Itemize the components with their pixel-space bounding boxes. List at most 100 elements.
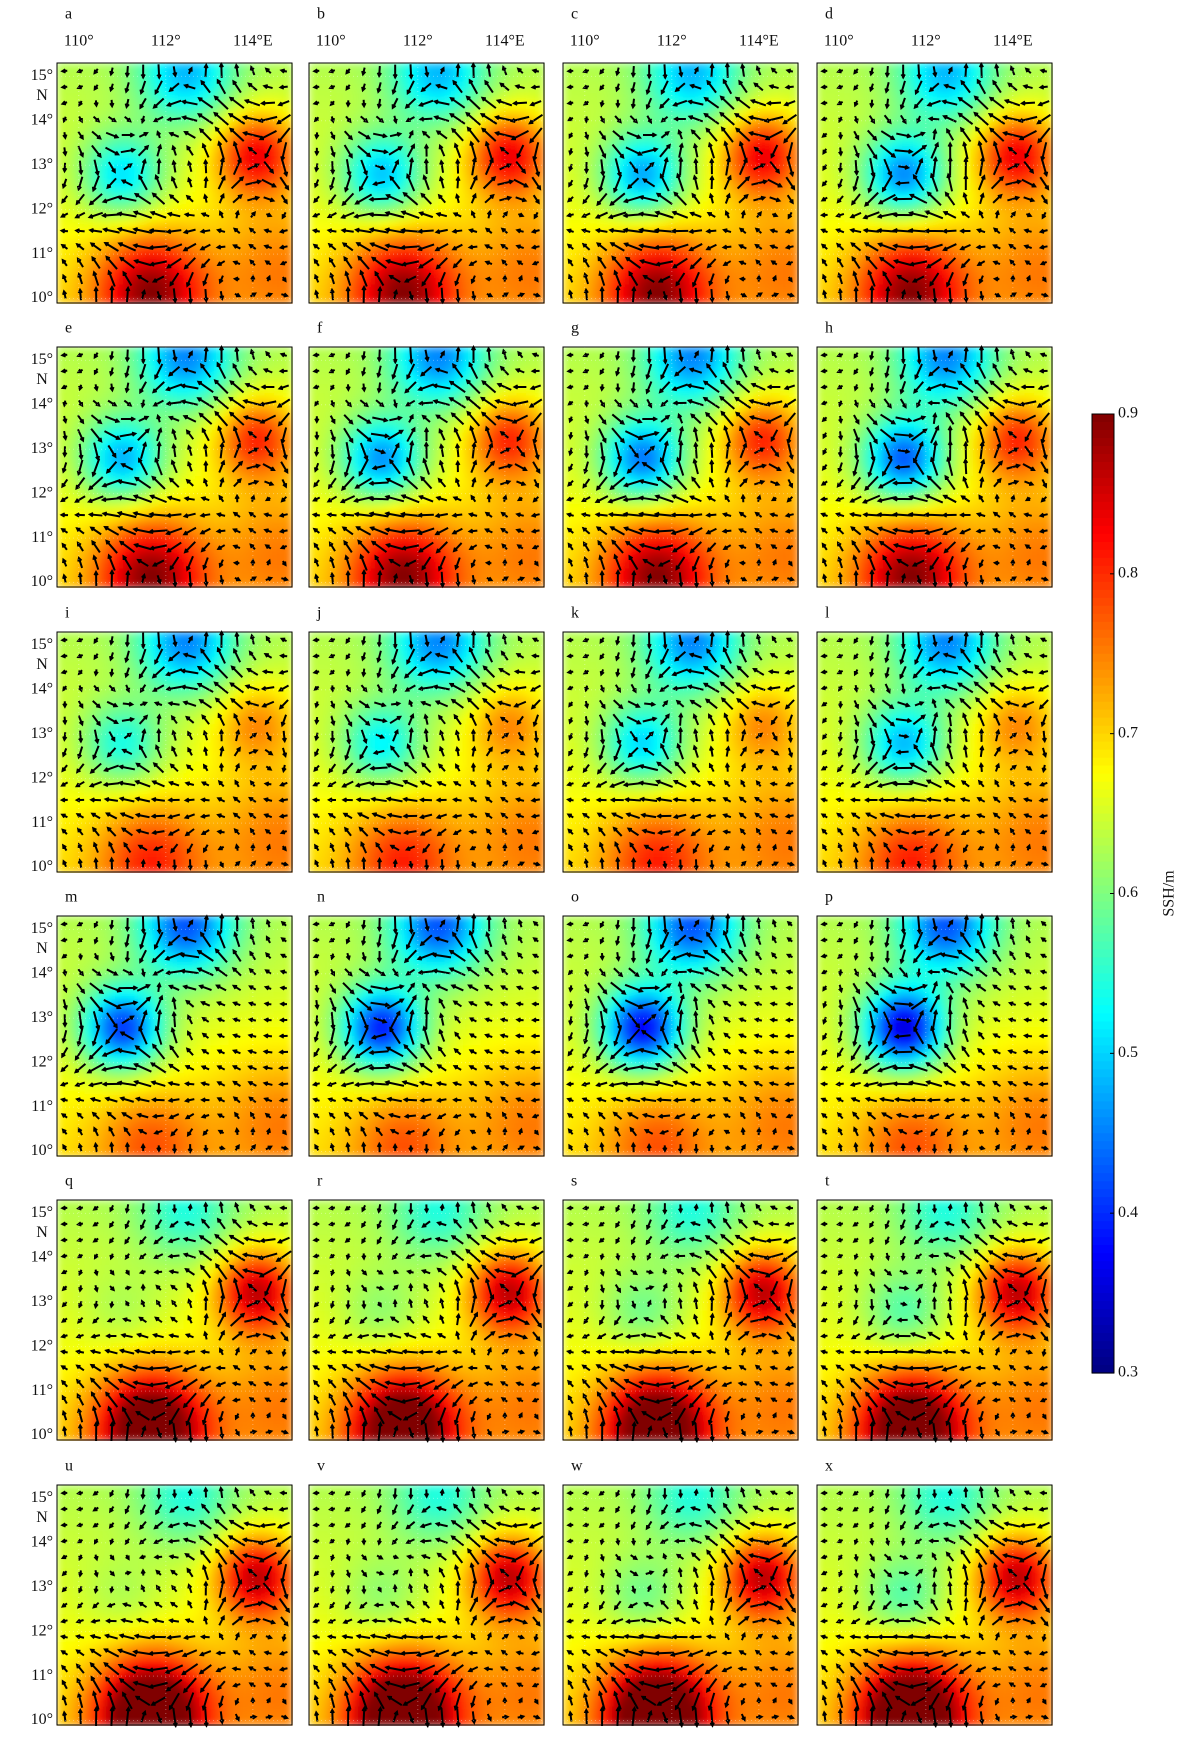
ssh-cell — [66, 81, 76, 91]
ssh-cell — [318, 91, 328, 101]
ssh-cell — [390, 220, 400, 230]
ssh-cell — [283, 220, 293, 230]
ssh-cell — [193, 146, 203, 156]
ssh-cell — [526, 266, 536, 276]
ssh-cell — [84, 275, 94, 285]
ssh-cell — [590, 63, 600, 73]
ssh-cell — [93, 100, 103, 110]
ssh-cell — [318, 183, 328, 193]
ssh-cell — [147, 183, 157, 193]
ssh-cell — [517, 266, 527, 276]
ssh-cell — [184, 165, 194, 175]
ssh-cell — [309, 266, 319, 276]
ssh-cell — [590, 137, 600, 147]
ssh-cell — [274, 183, 284, 193]
ssh-cell — [165, 220, 175, 230]
ssh-cell — [274, 201, 284, 211]
ssh-cell — [102, 137, 112, 147]
ssh-cell — [490, 220, 500, 230]
ssh-cell — [463, 165, 473, 175]
y-tick-label: 11° — [31, 245, 53, 262]
ssh-cell — [175, 285, 185, 295]
ssh-cell — [184, 137, 194, 147]
ssh-cell — [399, 63, 409, 73]
ssh-cell — [111, 109, 121, 119]
ssh-cell — [84, 285, 94, 295]
ssh-cell — [563, 266, 573, 276]
ssh-cell — [526, 72, 536, 82]
ssh-cell — [399, 109, 409, 119]
ssh-cell — [345, 220, 355, 230]
ssh-cell — [120, 137, 130, 147]
ssh-cell — [445, 155, 455, 165]
ssh-cell — [318, 146, 328, 156]
ssh-cell — [283, 248, 293, 258]
ssh-cell — [165, 137, 175, 147]
ssh-cell — [399, 137, 409, 147]
ssh-cell — [590, 91, 600, 101]
ssh-cell — [138, 266, 148, 276]
ssh-cell — [635, 91, 645, 101]
ssh-cell — [590, 100, 600, 110]
ssh-cell — [381, 183, 391, 193]
ssh-cell — [572, 238, 582, 248]
ssh-cell — [572, 146, 582, 156]
ssh-cell — [274, 220, 284, 230]
ssh-cell — [211, 155, 221, 165]
ssh-cell — [617, 183, 627, 193]
ssh-cell — [274, 91, 284, 101]
ssh-cell — [229, 285, 239, 295]
ssh-cell — [526, 165, 536, 175]
ssh-cell — [256, 257, 266, 267]
ssh-cell — [256, 248, 266, 258]
ssh-cell — [454, 220, 464, 230]
ssh-cell — [283, 266, 293, 276]
ssh-cell — [508, 211, 518, 221]
ssh-cell — [156, 220, 166, 230]
ssh-cell — [563, 220, 573, 230]
y-tick-label: 12° — [31, 200, 53, 217]
ssh-cell — [318, 81, 328, 91]
y-tick-label: 15° — [31, 67, 53, 84]
ssh-cell — [445, 220, 455, 230]
ssh-cell — [572, 266, 582, 276]
ssh-cell — [490, 137, 500, 147]
ssh-cell — [336, 174, 346, 184]
ssh-cell — [381, 63, 391, 73]
ssh-cell — [463, 211, 473, 221]
ssh-cell — [481, 248, 491, 258]
ssh-cell — [66, 100, 76, 110]
ssh-cell — [309, 91, 319, 101]
ssh-cell — [563, 137, 573, 147]
ssh-cell — [445, 100, 455, 110]
ssh-cell — [581, 137, 591, 147]
ssh-cell — [229, 155, 239, 165]
ssh-cell — [608, 174, 618, 184]
ssh-cell — [508, 266, 518, 276]
ssh-cell — [336, 146, 346, 156]
ssh-cell — [256, 275, 266, 285]
ssh-cell — [211, 63, 221, 73]
ssh-cell — [147, 128, 157, 138]
ssh-cell — [508, 72, 518, 82]
ssh-cell — [354, 174, 364, 184]
ssh-cell — [572, 91, 582, 101]
ssh-cell — [256, 285, 266, 295]
ssh-cell — [572, 275, 582, 285]
ssh-cell — [66, 137, 76, 147]
ssh-cell — [535, 155, 545, 165]
ssh-cell — [283, 72, 293, 82]
ssh-cell — [336, 72, 346, 82]
ssh-cell — [247, 201, 257, 211]
ssh-cell — [327, 137, 337, 147]
ssh-cell — [517, 91, 527, 101]
ssh-cell — [490, 229, 500, 239]
ssh-cell — [590, 146, 600, 156]
ssh-cell — [336, 266, 346, 276]
ssh-cell — [318, 220, 328, 230]
ssh-cell — [535, 248, 545, 258]
ssh-cell — [399, 285, 409, 295]
ssh-cell — [517, 220, 527, 230]
ssh-cell — [156, 248, 166, 258]
ssh-cell — [193, 275, 203, 285]
